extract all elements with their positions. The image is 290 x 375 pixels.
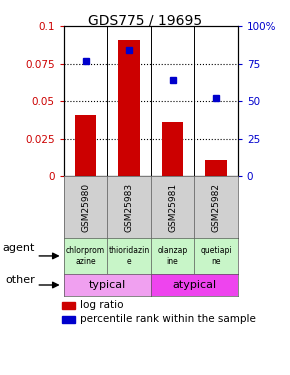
Bar <box>162 122 183 176</box>
Text: olanzap
ine: olanzap ine <box>157 246 188 266</box>
Text: percentile rank within the sample: percentile rank within the sample <box>80 314 255 324</box>
Text: typical: typical <box>89 280 126 290</box>
Text: thioridazin
e: thioridazin e <box>108 246 150 266</box>
Text: other: other <box>5 275 35 285</box>
Bar <box>75 115 96 176</box>
Bar <box>118 40 140 176</box>
Text: log ratio: log ratio <box>80 300 123 310</box>
Text: quetiapi
ne: quetiapi ne <box>200 246 232 266</box>
Text: GSM25980: GSM25980 <box>81 183 90 232</box>
Text: GSM25983: GSM25983 <box>124 183 134 232</box>
Bar <box>62 316 75 323</box>
Bar <box>205 160 227 176</box>
Text: GDS775 / 19695: GDS775 / 19695 <box>88 13 202 27</box>
Text: atypical: atypical <box>172 280 216 290</box>
Text: chlorprom
azine: chlorprom azine <box>66 246 105 266</box>
Bar <box>62 302 75 309</box>
Text: GSM25981: GSM25981 <box>168 183 177 232</box>
Text: agent: agent <box>3 243 35 253</box>
Text: GSM25982: GSM25982 <box>211 183 221 232</box>
